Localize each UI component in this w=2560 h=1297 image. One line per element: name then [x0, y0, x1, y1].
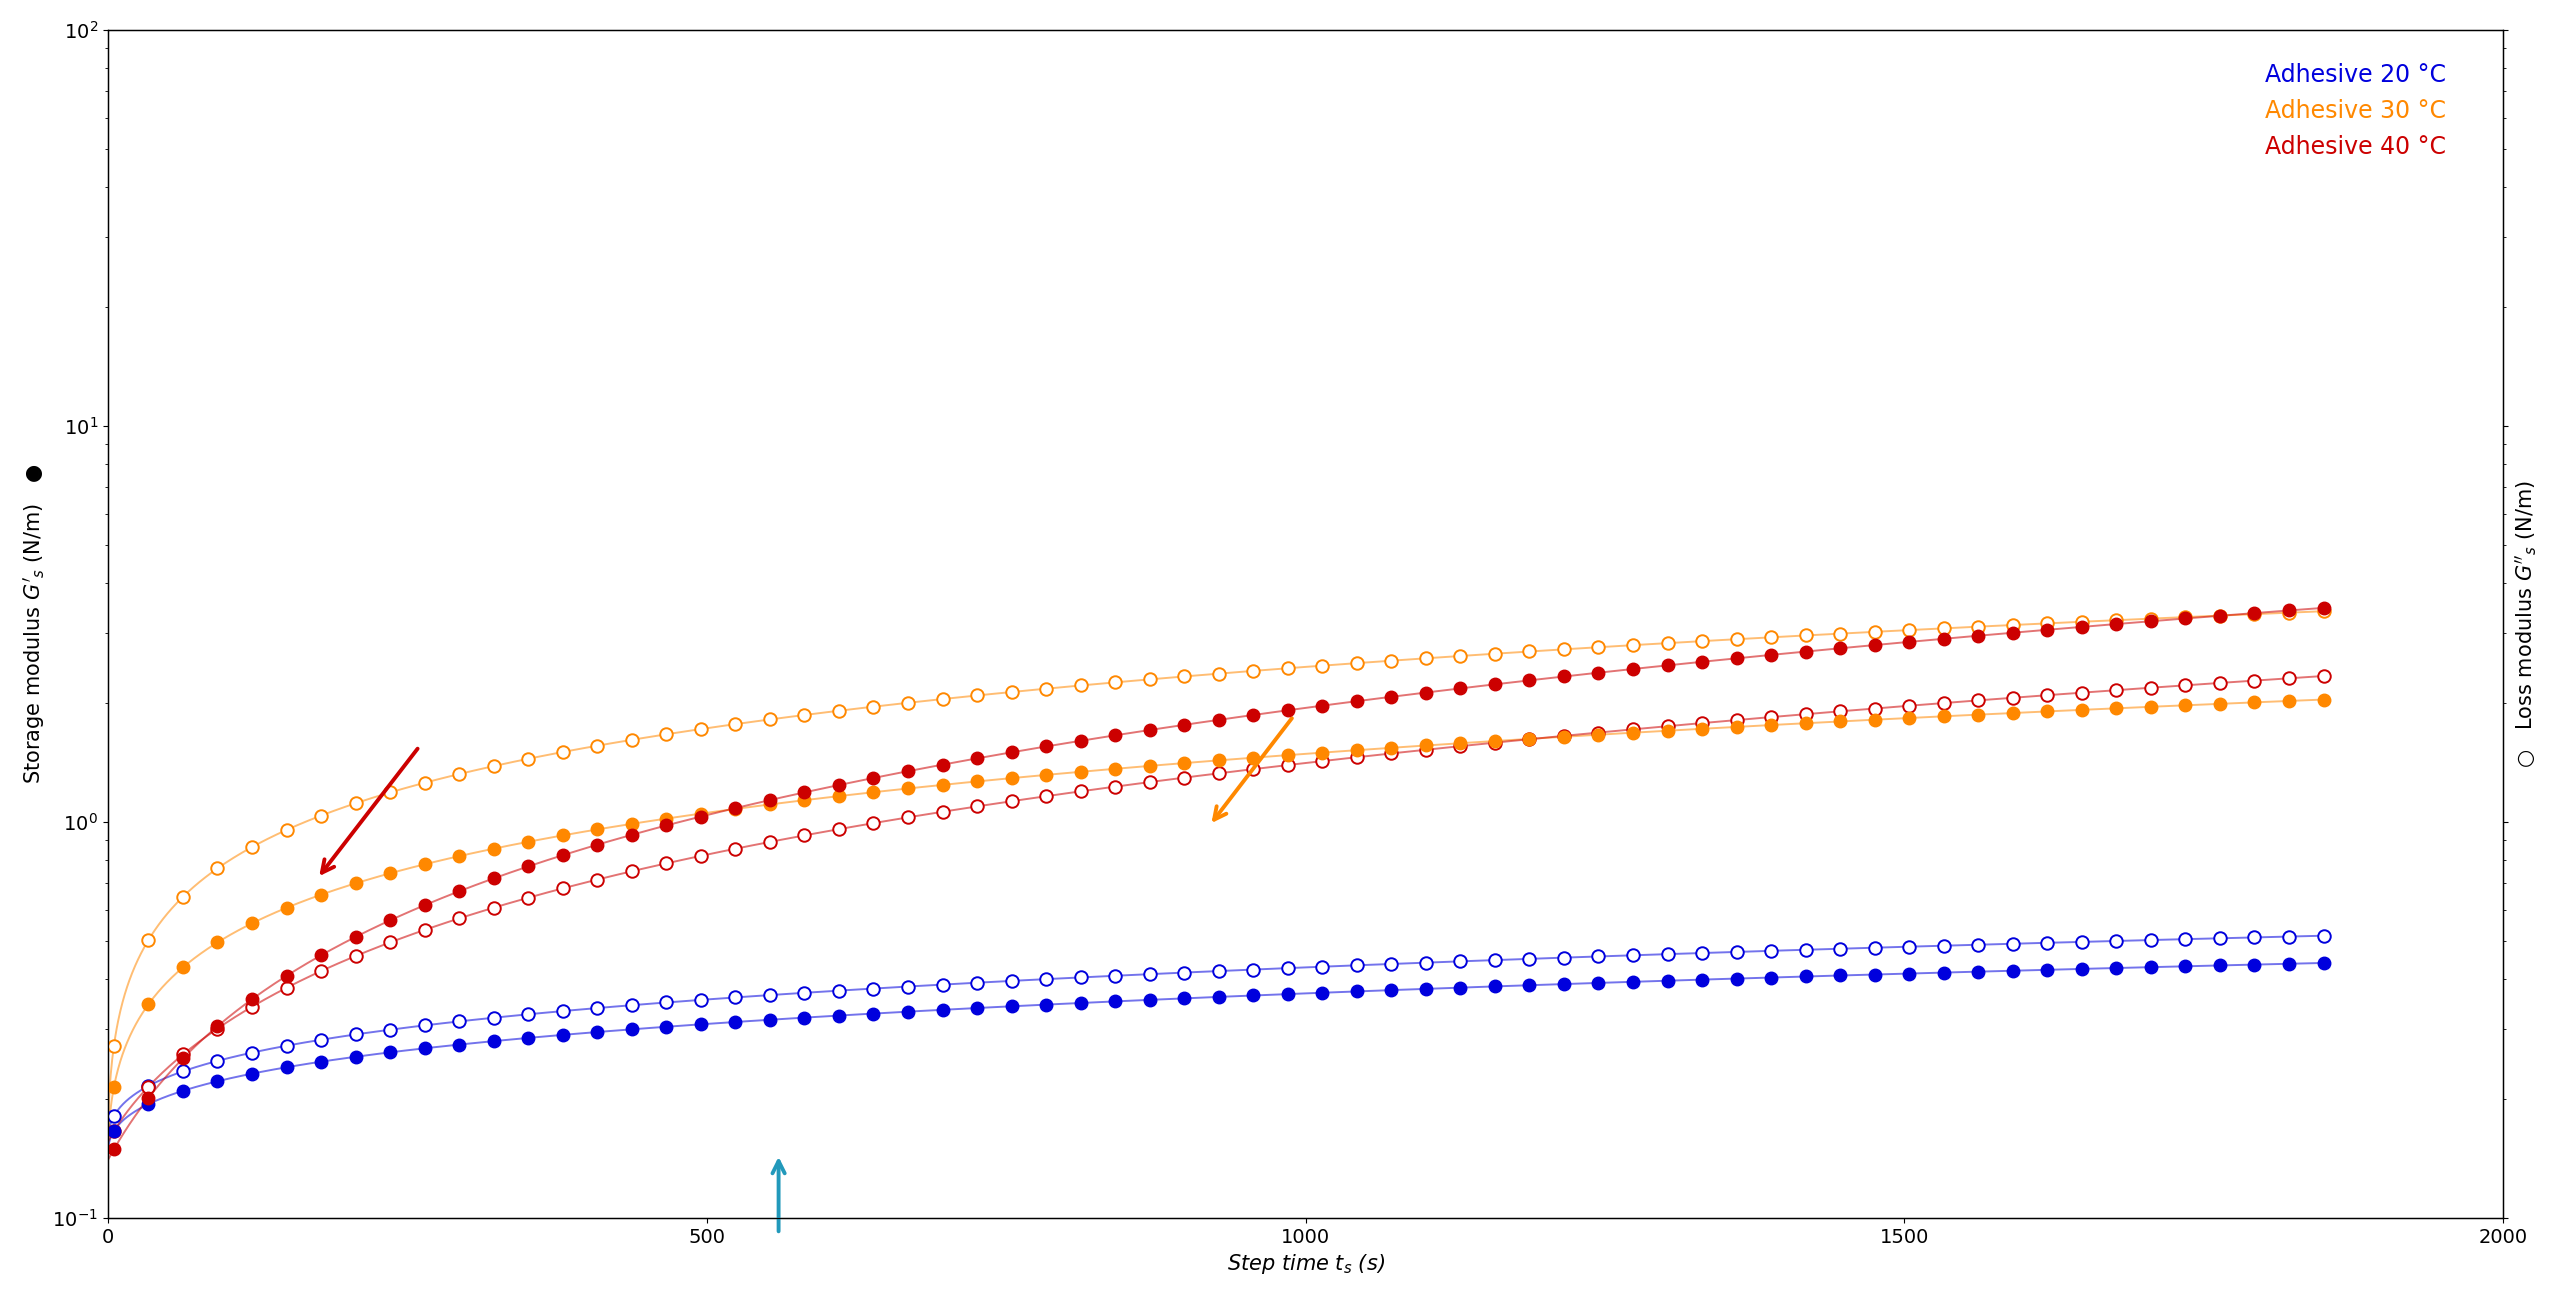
X-axis label: Step time $t_s$ (s): Step time $t_s$ (s): [1226, 1252, 1385, 1276]
Y-axis label: Storage modulus $G'_s$ (N/m)   ●: Storage modulus $G'_s$ (N/m) ●: [20, 464, 46, 783]
Y-axis label: ○   Loss modulus $G''_s$ (N/m): ○ Loss modulus $G''_s$ (N/m): [2514, 480, 2540, 768]
Legend: Adhesive 20 °C, Adhesive 30 °C, Adhesive 40 °C: Adhesive 20 °C, Adhesive 30 °C, Adhesive…: [2255, 53, 2455, 169]
